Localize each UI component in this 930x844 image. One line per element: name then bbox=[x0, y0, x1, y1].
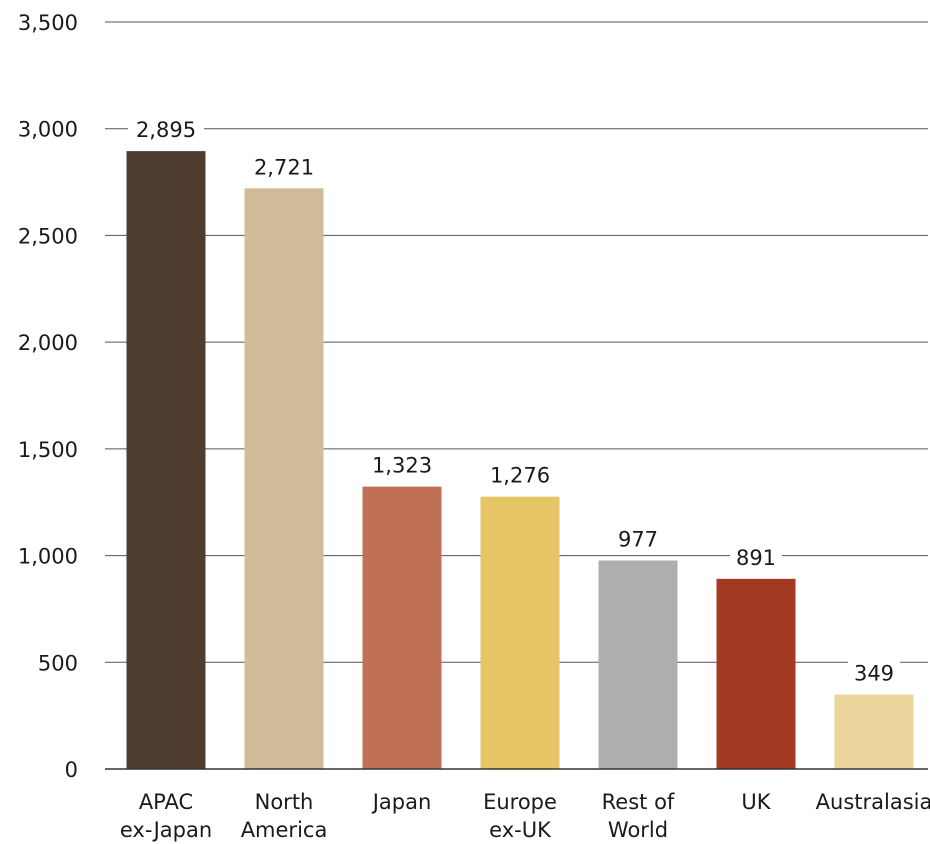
x-tick-label: ex-Japan bbox=[120, 818, 212, 842]
x-tick-label: ex-UK bbox=[489, 818, 552, 842]
bar bbox=[126, 151, 206, 770]
x-tick-label: Australasia bbox=[816, 790, 930, 814]
x-tick-label: North bbox=[255, 790, 314, 814]
bar bbox=[244, 188, 324, 769]
x-tick-label: Rest of bbox=[602, 790, 675, 814]
data-label-background bbox=[128, 115, 204, 146]
y-tick-label: 2,000 bbox=[18, 331, 78, 355]
data-label: 2,721 bbox=[254, 155, 314, 179]
data-label: 1,276 bbox=[490, 464, 550, 488]
bar bbox=[480, 496, 560, 769]
data-label: 1,323 bbox=[372, 454, 432, 478]
bar bbox=[598, 560, 678, 769]
y-tick-label: 1,000 bbox=[18, 545, 78, 569]
y-tick-label: 0 bbox=[65, 758, 78, 782]
y-tick-label: 500 bbox=[38, 651, 78, 675]
gridlines bbox=[105, 21, 928, 663]
bars bbox=[126, 151, 914, 770]
bar bbox=[362, 486, 442, 769]
data-label: 349 bbox=[854, 662, 894, 686]
x-tick-label: America bbox=[241, 818, 328, 842]
data-label-background bbox=[612, 524, 664, 555]
data-label-background bbox=[730, 542, 782, 573]
data-label-background bbox=[848, 658, 900, 689]
x-tick-label: Japan bbox=[371, 790, 432, 814]
y-tick-label: 1,500 bbox=[18, 438, 78, 462]
data-labels: 2,895 2,721 1,323 1,276 977 891 349 bbox=[128, 115, 900, 689]
x-tick-label: UK bbox=[741, 790, 771, 814]
y-tick-label: 3,500 bbox=[18, 11, 78, 35]
y-axis: 0 500 1,000 1,500 2,000 2,500 3,000 3,500 bbox=[18, 11, 78, 782]
x-tick-label: APAC bbox=[139, 790, 193, 814]
data-label-background bbox=[246, 152, 322, 183]
x-axis: APAC ex-Japan North America Japan Europe ex-UK… bbox=[105, 768, 930, 842]
data-label-background bbox=[364, 450, 440, 481]
bar bbox=[716, 578, 796, 769]
y-tick-label: 3,000 bbox=[18, 118, 78, 142]
data-label: 2,895 bbox=[136, 118, 196, 142]
data-label: 891 bbox=[736, 546, 776, 570]
data-label-background bbox=[482, 460, 558, 491]
data-label: 977 bbox=[618, 527, 658, 551]
x-tick-label: Europe bbox=[483, 790, 557, 814]
bar bbox=[834, 694, 914, 769]
x-tick-label: World bbox=[608, 818, 668, 842]
y-tick-label: 2,500 bbox=[18, 224, 78, 248]
